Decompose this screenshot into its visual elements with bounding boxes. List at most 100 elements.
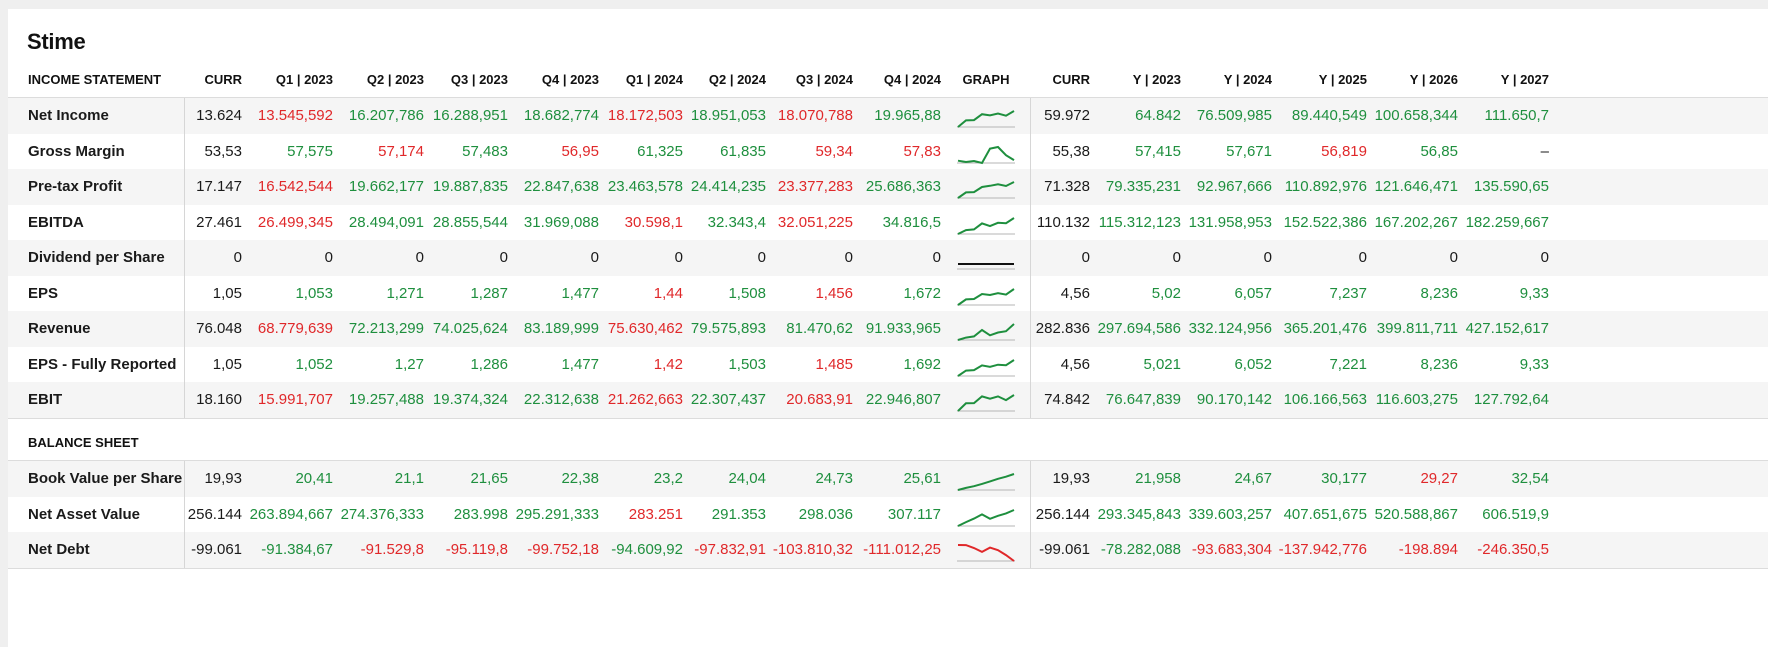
sparkline-series xyxy=(957,544,1015,562)
year-value: 24,67 xyxy=(1234,470,1272,487)
year-value: 606.519,9 xyxy=(1482,505,1549,523)
year-value: 7,237 xyxy=(1329,284,1367,302)
current-year-value: 55,38 xyxy=(1052,142,1090,160)
quarter-value: 298.036 xyxy=(798,505,853,523)
sparkline-series xyxy=(957,216,1015,235)
table-row[interactable]: Net Asset Value 256.144 263.894,667 274.376… xyxy=(8,497,1768,533)
quarter-value: 0 xyxy=(324,249,333,266)
table-row[interactable]: Pre-tax Profit 17.147 16.542,544 19.662,177… xyxy=(8,169,1768,205)
quarter-value: 81.470,62 xyxy=(786,320,853,337)
column-header[interactable]: Q4 | 2024 xyxy=(883,72,941,87)
quarter-value: 24,73 xyxy=(815,470,853,487)
divider xyxy=(8,460,1768,461)
year-value: 0 xyxy=(1358,249,1367,266)
column-header[interactable]: Q2 | 2024 xyxy=(708,72,766,87)
year-value: 5,021 xyxy=(1143,355,1181,373)
sparkline-series xyxy=(957,473,1015,491)
year-value: 57,415 xyxy=(1135,142,1181,160)
quarter-value: 15.991,707 xyxy=(257,391,333,408)
year-value: 6,052 xyxy=(1234,355,1272,373)
table-row[interactable]: EPS 1,05 1,053 1,271 1,287 1,477 1,44 1,508 1,45… xyxy=(8,276,1768,312)
sparkline-graph xyxy=(957,358,1015,377)
quarter-value: 307.117 xyxy=(887,505,941,523)
year-value: 64.842 xyxy=(1135,107,1181,124)
quarter-value: 26.499,345 xyxy=(257,213,333,231)
table-row[interactable]: Book Value per Share 19,93 20,41 21,1 21,65 2… xyxy=(8,461,1768,497)
quarter-value: 18.070,788 xyxy=(777,107,853,124)
column-header[interactable]: Y | 2026 xyxy=(1409,72,1458,87)
year-value: 9,33 xyxy=(1519,355,1549,373)
column-header[interactable]: Y | 2025 xyxy=(1318,72,1367,87)
year-value: 0 xyxy=(1263,249,1272,266)
table-row[interactable]: Gross Margin 53,53 57,575 57,174 57,483 56,95… xyxy=(8,134,1768,170)
quarter-value: -91.384,67 xyxy=(261,541,333,558)
year-value: 92.967,666 xyxy=(1196,178,1272,195)
quarter-value: 18.682,774 xyxy=(523,107,599,124)
year-value: 8,236 xyxy=(1420,284,1458,302)
year-value: 76.509,985 xyxy=(1196,107,1272,124)
quarter-value: 79.575,893 xyxy=(690,320,766,337)
year-value: 30,177 xyxy=(1321,470,1367,487)
current-year-value: 282.836 xyxy=(1035,320,1090,337)
quarter-value: 19.887,835 xyxy=(432,178,508,195)
column-header[interactable]: Q1 | 2024 xyxy=(625,72,683,87)
column-divider xyxy=(1030,461,1031,568)
quarter-value: 18.172,503 xyxy=(607,107,683,124)
quarter-value: 1,477 xyxy=(561,355,599,373)
row-label: Gross Margin xyxy=(28,142,125,160)
quarter-value: 74.025,624 xyxy=(432,320,508,337)
quarter-value: 34.816,5 xyxy=(882,213,941,231)
quarter-value: 20.683,91 xyxy=(786,391,853,408)
sparkline-series xyxy=(957,508,1015,527)
quarter-value: -111.012,25 xyxy=(863,541,941,558)
quarter-value: 23.377,283 xyxy=(777,178,853,195)
table-row[interactable]: Revenue 76.048 68.779,639 72.213,299 74.025,… xyxy=(8,311,1768,347)
column-header[interactable]: Q2 | 2023 xyxy=(366,72,424,87)
current-value: 27.461 xyxy=(196,213,242,231)
current-year-value: 110.132 xyxy=(1036,213,1090,231)
table-row[interactable]: EBIT 18.160 15.991,707 19.257,488 19.374,324… xyxy=(8,382,1768,418)
year-value: 56,819 xyxy=(1321,142,1367,160)
table-row[interactable]: EBITDA 27.461 26.499,345 28.494,091 28.855,5… xyxy=(8,205,1768,241)
quarter-value: 28.494,091 xyxy=(348,213,424,231)
column-header[interactable]: CURR xyxy=(1052,72,1090,87)
row-label: EBIT xyxy=(28,391,63,408)
quarter-value: 1,672 xyxy=(903,284,941,302)
year-value: -78.282,088 xyxy=(1100,541,1181,558)
column-header[interactable]: Q1 | 2023 xyxy=(275,72,333,87)
table-row[interactable]: Net Debt -99.061 -91.384,67 -91.529,8 -95.11… xyxy=(8,532,1768,568)
column-header[interactable]: Q3 | 2023 xyxy=(450,72,508,87)
quarter-value: 19.257,488 xyxy=(348,391,424,408)
quarter-value: 57,483 xyxy=(462,142,508,160)
year-value: 106.166,563 xyxy=(1283,391,1367,408)
current-value: 76.048 xyxy=(196,320,242,337)
year-value: 131.958,953 xyxy=(1188,213,1272,231)
column-header[interactable]: Y | 2024 xyxy=(1223,72,1272,87)
column-header[interactable]: Q4 | 2023 xyxy=(541,72,599,87)
column-header[interactable]: Q3 | 2024 xyxy=(795,72,853,87)
year-value: 9,33 xyxy=(1519,284,1549,302)
column-header[interactable]: Y | 2027 xyxy=(1500,72,1549,87)
row-label: Book Value per Share xyxy=(28,470,183,487)
quarter-value: 22.847,638 xyxy=(523,178,599,195)
current-value: 1,05 xyxy=(212,284,242,302)
year-value: 399.811,711 xyxy=(1376,320,1458,337)
row-label: Pre-tax Profit xyxy=(28,178,123,195)
quarter-value: 274.376,333 xyxy=(340,505,424,523)
column-header[interactable]: GRAPH xyxy=(962,72,1010,87)
current-year-value: -99.061 xyxy=(1039,541,1090,558)
year-value: 339.603,257 xyxy=(1188,505,1272,523)
table-row[interactable]: Dividend per Share 0 0 0 0 0 0 0 0 0 0 0 0 0 0 0 xyxy=(8,240,1768,276)
year-value: 5,02 xyxy=(1151,284,1181,302)
row-label: EPS - Fully Reported xyxy=(28,355,177,373)
row-label: Net Asset Value xyxy=(28,505,140,523)
column-header[interactable]: Y | 2023 xyxy=(1132,72,1181,87)
table-row[interactable]: EPS - Fully Reported 1,05 1,052 1,27 1,286 1,… xyxy=(8,347,1768,383)
quarter-value: 0 xyxy=(674,249,683,266)
column-header[interactable]: CURR xyxy=(204,72,242,87)
quarter-value: 72.213,299 xyxy=(348,320,424,337)
quarter-value: 30.598,1 xyxy=(624,213,683,231)
quarter-value: 1,271 xyxy=(386,284,424,302)
row-label: EBITDA xyxy=(28,213,84,231)
table-row[interactable]: Net Income 13.624 13.545,592 16.207,786 16.2… xyxy=(8,98,1768,134)
